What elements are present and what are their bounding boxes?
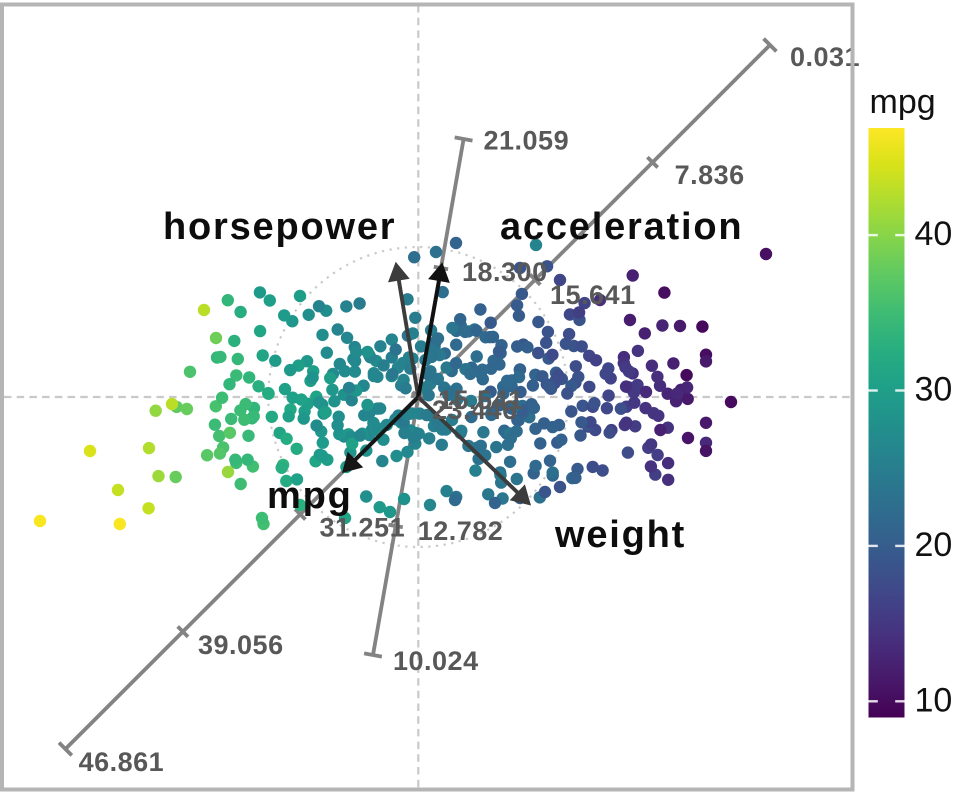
svg-text:21.059: 21.059 [484, 126, 570, 156]
svg-text:mpg: mpg [267, 475, 353, 517]
svg-text:weight: weight [554, 514, 686, 556]
svg-text:15.641: 15.641 [550, 280, 636, 310]
svg-text:0.031: 0.031 [790, 42, 860, 72]
svg-text:mpg: mpg [870, 83, 936, 121]
svg-text:46.861: 46.861 [79, 747, 165, 777]
svg-text:23.446: 23.446 [432, 395, 518, 425]
svg-text:10: 10 [915, 681, 953, 719]
svg-text:acceleration: acceleration [500, 206, 743, 248]
svg-text:10.024: 10.024 [393, 646, 479, 676]
svg-text:30: 30 [915, 371, 953, 409]
svg-text:horsepower: horsepower [163, 206, 396, 248]
svg-text:39.056: 39.056 [198, 630, 284, 660]
svg-text:18.300: 18.300 [462, 257, 548, 287]
svg-text:7.836: 7.836 [675, 160, 745, 190]
svg-text:20: 20 [915, 526, 953, 564]
svg-text:12.782: 12.782 [418, 516, 504, 546]
svg-text:15.541: 15.541 [438, 385, 524, 415]
svg-text:31.251: 31.251 [320, 513, 406, 543]
svg-text:40: 40 [915, 215, 953, 253]
